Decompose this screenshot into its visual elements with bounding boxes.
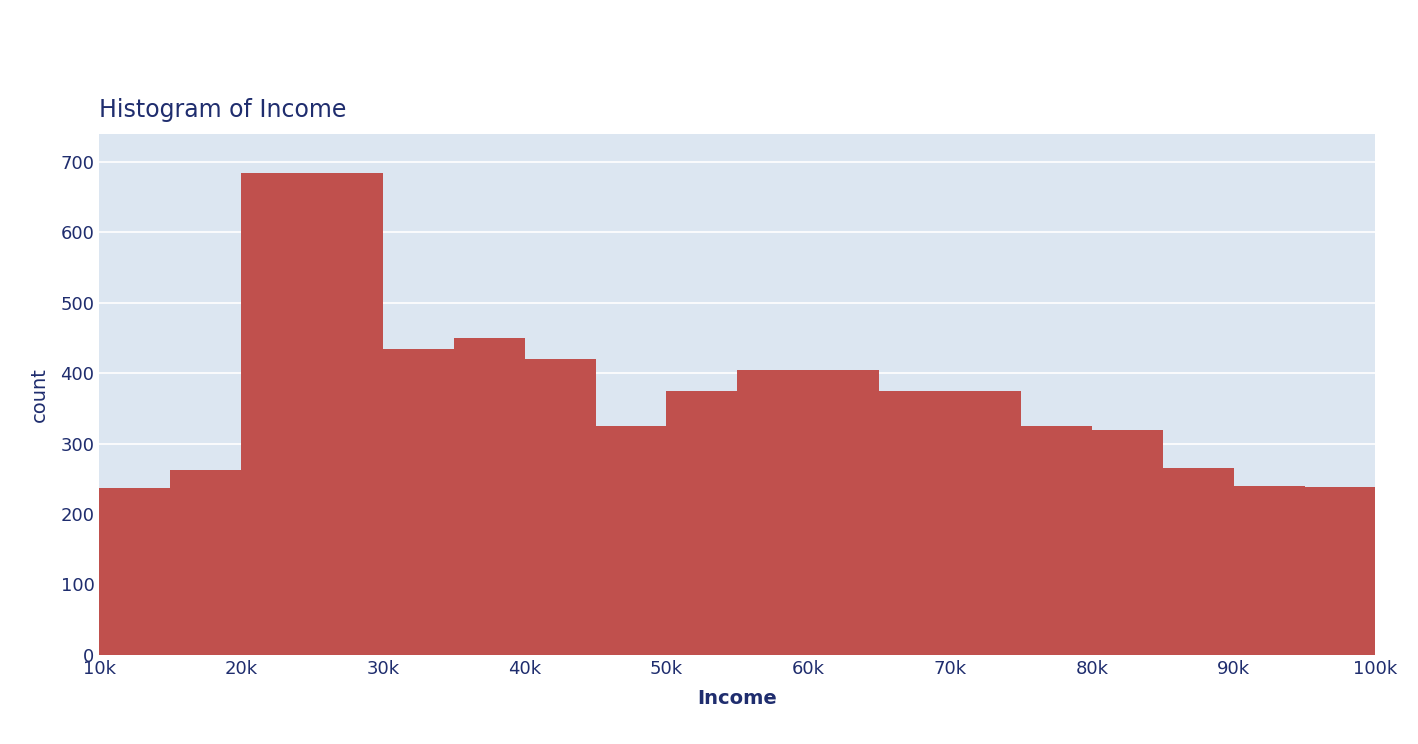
Bar (950, 391, 1021, 655)
Bar (596, 426, 666, 655)
Bar (170, 470, 241, 655)
Bar (808, 370, 879, 655)
Bar (454, 338, 525, 655)
Bar (525, 359, 596, 655)
Bar (99, 488, 170, 655)
Bar (312, 173, 383, 655)
Bar (1092, 429, 1163, 655)
X-axis label: Income: Income (698, 689, 777, 708)
Bar (1305, 487, 1375, 655)
Bar (383, 349, 454, 655)
Bar (879, 391, 950, 655)
Bar (1234, 486, 1305, 655)
Bar (1163, 468, 1234, 655)
Y-axis label: count: count (30, 367, 50, 422)
Bar (241, 173, 312, 655)
Bar (666, 391, 737, 655)
Text: Histogram of Income: Histogram of Income (99, 98, 346, 122)
Bar (1021, 426, 1092, 655)
Bar (737, 370, 808, 655)
